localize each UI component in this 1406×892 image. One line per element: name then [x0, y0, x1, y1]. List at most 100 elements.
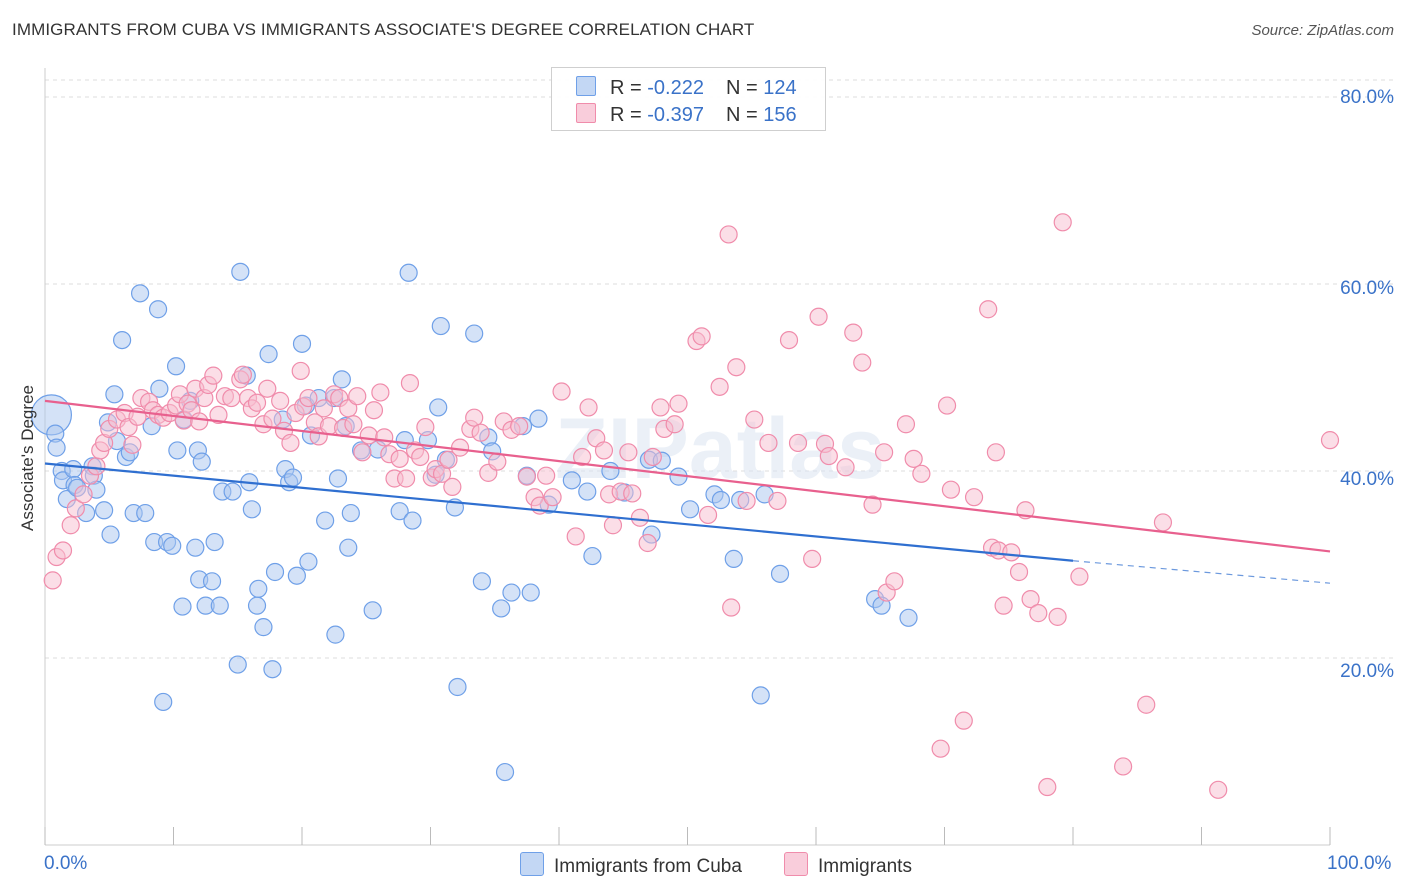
series-cuba-points	[30, 262, 918, 782]
data-point	[1070, 567, 1089, 586]
data-point	[439, 450, 458, 469]
data-point	[291, 361, 310, 381]
data-point	[326, 625, 345, 644]
data-point	[258, 379, 277, 398]
data-point	[471, 423, 490, 442]
data-point	[247, 393, 267, 412]
data-point	[578, 482, 597, 501]
data-point	[166, 357, 186, 376]
data-point	[53, 541, 73, 560]
data-point	[1053, 213, 1072, 232]
bottom-legend-swatch-cuba	[520, 852, 544, 876]
data-point	[403, 511, 422, 530]
data-point	[964, 488, 984, 507]
data-point	[465, 324, 484, 343]
data-point	[43, 571, 62, 590]
data-point	[779, 331, 799, 350]
data-point	[853, 353, 872, 372]
data-point	[375, 428, 394, 447]
trend-line-cuba-extension	[1072, 560, 1331, 584]
data-point	[328, 469, 348, 488]
legend-swatch-immigrants	[576, 103, 596, 123]
data-point	[204, 366, 223, 385]
source-label: Source: ZipAtlas.com	[1251, 22, 1394, 39]
data-point	[299, 388, 318, 408]
data-point	[292, 334, 312, 353]
data-point	[450, 438, 470, 457]
data-point	[630, 508, 650, 527]
data-point	[710, 377, 729, 396]
data-point	[287, 566, 306, 585]
data-point	[638, 533, 657, 553]
data-point	[123, 435, 142, 454]
data-point	[583, 546, 602, 566]
data-point	[488, 452, 507, 471]
legend-n-label: N =	[725, 104, 764, 126]
data-point	[619, 443, 638, 462]
legend-r-value-cuba: -0.222	[647, 77, 704, 99]
data-point	[665, 415, 684, 434]
data-point	[623, 484, 642, 503]
data-point	[1137, 695, 1156, 714]
data-point	[836, 458, 855, 477]
data-point	[341, 503, 360, 523]
data-point	[770, 564, 790, 583]
legend-row-immigrants: R = -0.397 N = 156	[576, 103, 797, 127]
bottom-legend-label-immigrants: Immigrants	[818, 856, 912, 877]
data-point	[543, 488, 562, 507]
data-point	[314, 399, 333, 418]
data-point	[228, 655, 247, 674]
data-point	[364, 401, 384, 420]
data-point	[1209, 780, 1228, 799]
data-point	[396, 469, 416, 488]
data-point	[896, 415, 916, 434]
bottom-legend-immigrants: Immigrants	[784, 852, 912, 878]
data-point	[150, 379, 169, 398]
data-point	[148, 300, 168, 319]
data-point	[941, 480, 961, 499]
data-point	[359, 426, 378, 445]
data-point	[529, 409, 548, 428]
data-point	[363, 601, 382, 620]
data-point	[1029, 604, 1048, 623]
data-point	[566, 527, 585, 546]
data-point	[1114, 757, 1133, 776]
data-point	[192, 452, 211, 471]
data-point	[154, 692, 173, 712]
data-point	[719, 225, 738, 244]
data-point	[912, 464, 931, 483]
data-point	[242, 500, 261, 519]
data-point	[399, 263, 418, 282]
data-point	[202, 572, 222, 591]
x-tick-0: 0.0%	[44, 853, 88, 874]
data-point	[173, 597, 192, 616]
data-point	[1038, 777, 1057, 797]
data-point	[223, 482, 242, 501]
data-point	[61, 516, 80, 535]
data-point	[863, 495, 882, 514]
data-point	[954, 711, 973, 730]
data-point	[429, 398, 448, 417]
data-point	[680, 500, 700, 519]
data-point	[254, 618, 273, 637]
data-point	[562, 471, 581, 490]
series-immigrants-points	[43, 213, 1340, 799]
data-point	[66, 499, 85, 518]
x-tick-100: 100.0%	[1327, 853, 1392, 874]
data-point	[371, 383, 390, 402]
data-point	[899, 608, 918, 627]
data-point	[316, 511, 335, 530]
data-point	[1021, 589, 1040, 609]
data-point	[283, 468, 303, 487]
legend-n-value-immigrants: 156	[763, 104, 797, 126]
data-point	[465, 408, 484, 427]
data-point	[521, 583, 540, 602]
data-point	[537, 466, 556, 485]
data-point	[400, 374, 420, 393]
data-point	[722, 598, 741, 617]
data-point	[698, 505, 718, 525]
data-point	[265, 562, 285, 582]
trend-line-cuba	[44, 462, 1074, 562]
legend-r-label: R =	[610, 104, 648, 126]
